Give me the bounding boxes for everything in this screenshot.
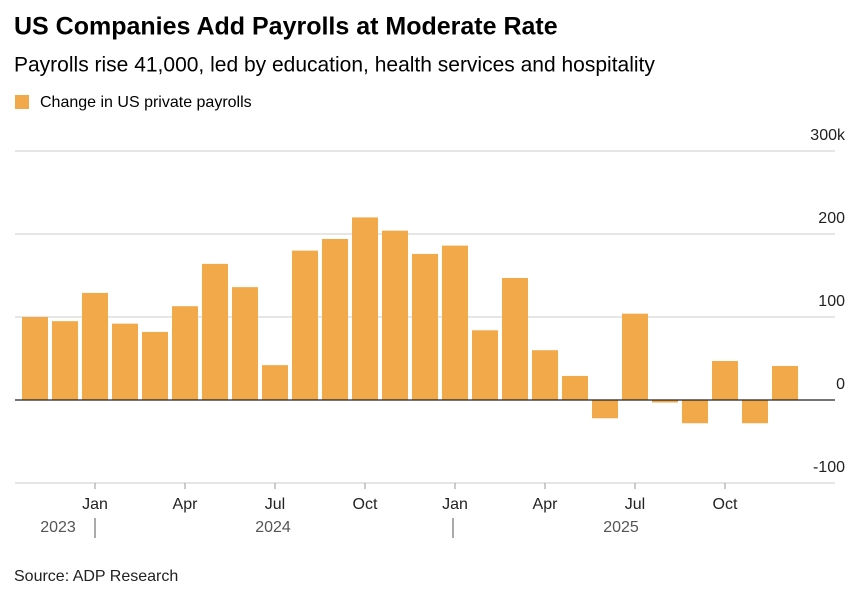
- x-tick-label: Apr: [533, 496, 559, 513]
- legend-swatch: [15, 95, 29, 109]
- bar: [442, 245, 468, 400]
- x-tick-label: Oct: [713, 496, 738, 513]
- bar: [652, 400, 678, 403]
- bar: [262, 365, 288, 400]
- bar: [22, 317, 48, 400]
- y-tick-label: 200: [818, 210, 845, 227]
- x-tick-label: Jan: [442, 496, 468, 513]
- y-tick-label: 100: [818, 293, 845, 310]
- y-tick-label: 300k: [810, 127, 846, 144]
- bar: [682, 400, 708, 424]
- chart-subtitle: Payrolls rise 41,000, led by education, …: [14, 54, 655, 77]
- y-tick-label: -100: [813, 459, 845, 476]
- chart-title: US Companies Add Payrolls at Moderate Ra…: [14, 13, 558, 41]
- year-label: 2023: [40, 519, 76, 536]
- bar: [142, 331, 168, 400]
- y-tick-label: 0: [836, 376, 845, 393]
- bar: [352, 217, 378, 400]
- bar: [712, 360, 738, 400]
- bar: [622, 313, 648, 400]
- x-tick-label: Apr: [173, 496, 199, 513]
- bar: [562, 375, 588, 400]
- x-tick-label: Jan: [82, 496, 108, 513]
- bar: [472, 330, 498, 400]
- bar: [322, 238, 348, 400]
- bar: [532, 350, 558, 400]
- source: Source: ADP Research: [14, 568, 178, 585]
- bar: [742, 400, 768, 424]
- bar: [412, 253, 438, 400]
- x-tick-label: Jul: [625, 496, 645, 513]
- x-tick-label: Oct: [353, 496, 378, 513]
- bar: [52, 321, 78, 400]
- bar: [772, 365, 798, 400]
- legend-label: Change in US private payrolls: [40, 94, 252, 111]
- bar: [232, 287, 258, 400]
- bar: [112, 323, 138, 400]
- year-label: 2024: [255, 519, 291, 536]
- bar: [82, 292, 108, 400]
- bar: [382, 230, 408, 400]
- bar: [592, 400, 618, 419]
- year-label: 2025: [603, 519, 639, 536]
- bar: [202, 263, 228, 400]
- bar: [292, 250, 318, 400]
- x-tick-label: Jul: [265, 496, 285, 513]
- bar: [172, 306, 198, 400]
- bar: [502, 277, 528, 400]
